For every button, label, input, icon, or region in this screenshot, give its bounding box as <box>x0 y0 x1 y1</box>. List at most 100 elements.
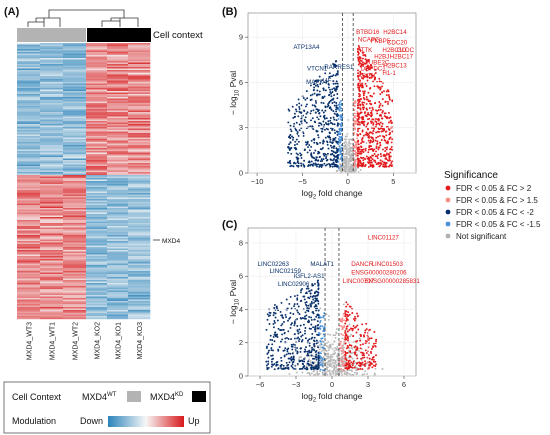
heatmap-cell <box>128 92 151 95</box>
volcano-point <box>323 152 326 155</box>
heatmap-cell <box>63 238 87 240</box>
volcano-point <box>309 359 312 362</box>
heatmap-cell <box>17 160 41 162</box>
volcano-point <box>329 88 331 91</box>
heatmap-cell <box>86 130 108 132</box>
x-tick-label: −10 <box>251 177 264 186</box>
heatmap-cell <box>17 101 41 104</box>
heatmap-cell <box>107 248 129 251</box>
volcano-point <box>296 325 299 327</box>
heatmap-cell <box>86 137 108 140</box>
heatmap-cell <box>40 208 64 210</box>
heatmap-cell <box>63 130 87 132</box>
heatmap-cell <box>63 244 87 246</box>
heatmap-cell <box>128 275 151 278</box>
y-tick-label: 0 <box>239 372 243 381</box>
volcano-point <box>281 333 284 336</box>
volcano-point <box>356 312 358 315</box>
volcano-point <box>329 343 332 346</box>
heatmap-cell <box>86 266 108 269</box>
volcano-point <box>333 158 335 160</box>
volcano-point <box>291 352 294 355</box>
volcano-point <box>321 109 324 112</box>
volcano-point <box>333 101 336 104</box>
volcano-point <box>334 361 337 364</box>
volcano-point <box>315 356 318 359</box>
volcano-point <box>270 354 273 357</box>
heatmap-cell <box>128 296 151 299</box>
volcano-point <box>364 133 367 136</box>
heatmap-cell <box>86 104 108 107</box>
volcano-point <box>373 148 376 151</box>
volcano-point <box>366 64 369 67</box>
gene-label-up: H2BJ <box>374 53 389 60</box>
volcano-point <box>387 165 390 168</box>
gene-label-down: RARRES1 <box>324 64 354 71</box>
volcano-point <box>296 330 299 333</box>
volcano-point <box>304 98 307 101</box>
gene-marker-label: MXD4 <box>162 238 180 245</box>
heatmap-cell <box>63 317 87 320</box>
volcano-point <box>385 134 388 137</box>
heatmap-cell <box>128 223 151 225</box>
volcano-point <box>309 94 312 97</box>
volcano-point <box>381 104 384 107</box>
heatmap-cell <box>40 131 64 134</box>
heatmap-cell <box>107 116 129 119</box>
heatmap-cell <box>40 43 64 45</box>
heatmap-cell <box>86 200 108 203</box>
volcano-point <box>323 117 326 120</box>
heatmap-cell <box>86 214 108 216</box>
heatmap-cell <box>128 59 151 62</box>
volcano-point <box>345 374 348 376</box>
volcano-point <box>304 337 307 340</box>
heatmap-cell <box>128 47 151 50</box>
volcano-point <box>367 139 370 142</box>
volcano-point <box>306 350 309 353</box>
heatmap-cell <box>40 196 64 198</box>
heatmap-cell <box>17 136 41 138</box>
heatmap-cell <box>86 136 108 138</box>
volcano-point <box>352 327 354 330</box>
volcano-point <box>338 370 341 373</box>
heatmap-cell <box>86 68 108 71</box>
heatmap-cell <box>40 80 64 83</box>
heatmap-cell <box>86 226 108 228</box>
volcano-point <box>336 359 339 361</box>
volcano-point <box>292 355 295 358</box>
volcano-point <box>310 318 313 321</box>
heatmap-cell <box>107 295 129 297</box>
volcano-point <box>339 343 341 346</box>
heatmap-cell <box>128 136 151 138</box>
heatmap-cell <box>40 217 64 219</box>
heatmap-cell <box>63 62 87 65</box>
volcano-point <box>318 165 321 168</box>
heatmap-cell <box>128 293 151 296</box>
volcano-point <box>360 121 363 124</box>
volcano-point <box>335 160 338 163</box>
volcano-point <box>342 369 345 372</box>
x-tick-label: −5 <box>298 177 307 186</box>
heatmap-cell <box>63 251 87 254</box>
heatmap-cell <box>86 244 108 246</box>
heatmap-cell <box>40 101 64 104</box>
heatmap-cell <box>128 197 151 200</box>
volcano-point <box>287 347 290 350</box>
heatmap-cell <box>86 76 108 78</box>
volcano-point <box>323 358 326 361</box>
heatmap-cell <box>40 92 64 95</box>
heatmap-cell <box>128 212 151 215</box>
heatmap-cell <box>63 269 87 272</box>
volcano-point <box>304 317 306 320</box>
volcano-point <box>367 122 370 125</box>
volcano-point <box>354 146 356 149</box>
volcano-point <box>336 133 339 136</box>
legend-swatch <box>445 185 451 191</box>
volcano-point <box>302 365 305 368</box>
heatmap-cell <box>40 97 64 99</box>
heatmap-cell <box>107 104 129 107</box>
volcano-point <box>302 323 305 326</box>
heatmap-cell <box>107 182 129 185</box>
heatmap-cell <box>63 313 87 315</box>
